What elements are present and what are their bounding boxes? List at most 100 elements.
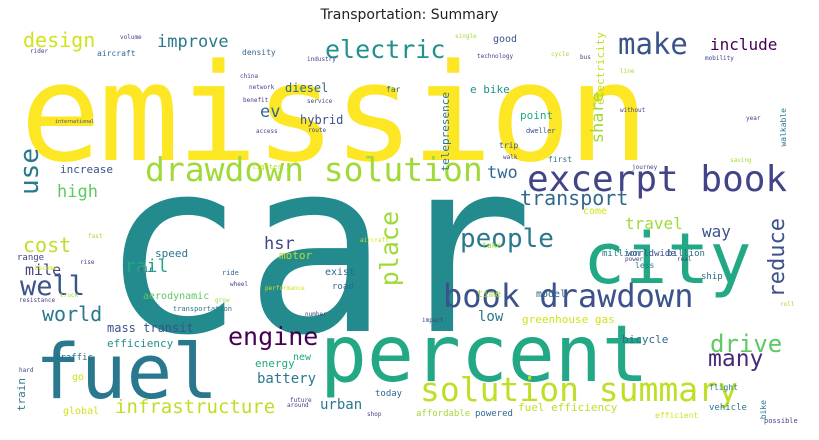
word-new: new — [293, 352, 312, 363]
word-international: international — [55, 119, 95, 125]
word-grow: grow — [215, 297, 230, 304]
word-reduce: reduce — [765, 218, 790, 298]
word-become: become — [35, 265, 57, 272]
word-use: use — [15, 148, 45, 195]
word-without: without — [620, 107, 646, 114]
word-go: go — [72, 372, 85, 383]
word-ev: ev — [260, 102, 281, 122]
word-bus: bus — [580, 54, 591, 61]
word-aircraft-small: aircraft — [360, 237, 389, 244]
word-cloud: car emission percent fuel city excerpt b… — [15, 28, 804, 426]
word-world: world — [42, 302, 103, 326]
word-rail: rail — [125, 256, 169, 277]
word-electricity: electricity — [594, 32, 607, 105]
word-come: come — [583, 206, 608, 217]
word-density: density — [242, 48, 276, 57]
word-line: line — [620, 68, 635, 75]
word-fast: fast — [88, 233, 103, 240]
word-mass-transit: mass transit — [107, 321, 194, 335]
word-less: less — [635, 261, 655, 270]
word-rider: rider — [30, 48, 49, 55]
word-around: around — [287, 402, 309, 409]
word-exist: exist — [325, 267, 356, 278]
word-bicycle: bicycle — [622, 333, 669, 346]
word-walkable: walkable — [779, 108, 788, 147]
word-low: low — [478, 309, 504, 325]
word-worldwide: worldwide — [627, 249, 676, 259]
word-city: city — [583, 218, 752, 300]
word-resistance: resistance — [19, 297, 56, 304]
word-telepresence: telepresence — [439, 92, 452, 172]
word-greenhouse-gas: greenhouse gas — [522, 313, 615, 326]
word-power: power — [625, 256, 644, 263]
word-affordable: affordable — [416, 409, 471, 419]
word-volume: volume — [120, 34, 142, 41]
word-car: car — [100, 108, 534, 388]
word-drive: drive — [710, 330, 783, 358]
word-air: air — [139, 265, 154, 274]
word-energy: energy — [255, 357, 295, 370]
word-design: design — [23, 28, 96, 52]
word-urban: urban — [320, 397, 363, 413]
word-high: high — [57, 182, 98, 202]
word-real: real — [677, 256, 692, 263]
word-efficiency: efficiency — [107, 337, 174, 350]
word-people: people — [460, 224, 554, 254]
word-route: route — [308, 127, 327, 134]
word-trip: trip — [499, 141, 519, 150]
word-shop: shop — [367, 411, 382, 418]
word-hard: hard — [19, 367, 34, 374]
word-billion: billion — [667, 249, 705, 259]
word-road: road — [332, 282, 354, 292]
word-network: network — [249, 84, 275, 91]
word-many: many — [708, 346, 764, 372]
word-cost: cost — [23, 233, 72, 257]
word-e-bike: e bike — [470, 83, 510, 96]
word-hsr: hsr — [264, 234, 295, 254]
word-ship: ship — [701, 272, 723, 282]
word-motor: motor — [279, 249, 313, 262]
word-aircraft: aircraft — [97, 49, 136, 58]
word-truck: truck — [60, 292, 79, 299]
word-single: single — [455, 33, 477, 40]
word-electric: electric — [325, 35, 446, 64]
word-number: number — [305, 311, 327, 318]
word-technology: technology — [477, 53, 514, 60]
word-speed: speed — [155, 247, 189, 260]
word-model: model — [536, 289, 567, 300]
word-book-drawdown: book drawdown — [443, 277, 694, 315]
word-industry: industry — [307, 56, 336, 63]
word-china: china — [240, 73, 259, 80]
word-walk: walk — [503, 154, 518, 161]
word-first: first — [548, 155, 573, 164]
word-mile: mile — [25, 261, 62, 279]
word-global: global — [63, 406, 100, 417]
word-impact: impact — [422, 317, 444, 324]
word-diesel: diesel — [285, 81, 329, 95]
word-journey: journey — [632, 164, 658, 171]
word-year: year — [746, 115, 761, 122]
chart-title: Transportation: Summary — [320, 7, 499, 23]
word-cycle: cycle — [551, 51, 570, 58]
word-rise: rise — [80, 259, 95, 266]
word-emission: emission — [20, 35, 649, 192]
word-range: range — [17, 253, 45, 263]
word-include: include — [710, 35, 778, 54]
word-well: well — [20, 271, 86, 302]
word-travel: travel — [625, 214, 683, 233]
word-benefit: benefit — [243, 97, 269, 104]
word-percent: percent — [320, 310, 649, 400]
word-hybrid: hybrid — [300, 113, 344, 127]
word-dweller: dweller — [526, 127, 556, 135]
word-saving: saving — [730, 157, 752, 164]
word-million: million — [602, 249, 640, 259]
word-transportation: transportation — [173, 305, 233, 313]
word-ride: ride — [222, 269, 239, 277]
word-vehicle: vehicle — [709, 403, 747, 413]
word-roll: roll — [780, 301, 795, 308]
word-flight: flight — [709, 383, 738, 392]
word-efficient: efficient — [655, 411, 699, 420]
word-time: time — [477, 289, 502, 300]
word-powered: powered — [475, 409, 513, 419]
word-place: place — [375, 211, 404, 287]
